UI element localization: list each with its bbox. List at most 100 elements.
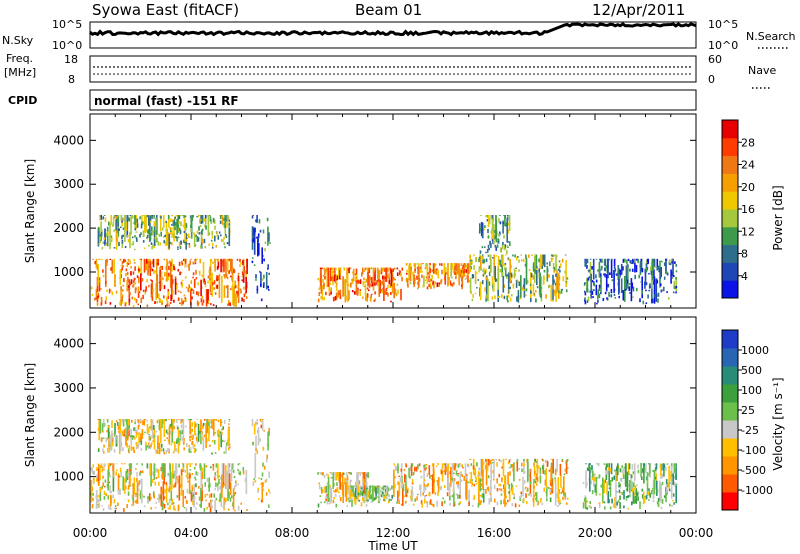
data-cell	[563, 473, 566, 476]
data-cell	[492, 462, 494, 464]
data-cell	[338, 472, 340, 480]
data-cell	[433, 281, 435, 283]
data-cell	[523, 458, 525, 462]
data-cell	[463, 263, 466, 265]
data-cell	[549, 492, 552, 495]
data-cell	[455, 269, 458, 272]
data-cell	[381, 283, 383, 286]
data-cell	[471, 298, 474, 302]
data-cell	[96, 478, 98, 482]
data-cell	[101, 466, 104, 470]
data-cell	[100, 288, 102, 290]
data-cell	[590, 480, 592, 485]
data-cell	[433, 479, 435, 483]
data-cell	[134, 437, 136, 440]
data-cell	[457, 473, 459, 475]
data-cell	[593, 472, 595, 487]
data-cell	[585, 470, 587, 489]
data-cell	[673, 275, 675, 277]
y-tick-label: 2000	[53, 425, 84, 439]
data-cell	[647, 294, 649, 299]
data-cell	[603, 479, 606, 494]
data-cell	[588, 463, 590, 472]
data-cell	[194, 467, 196, 470]
data-cell	[182, 436, 184, 442]
data-cell	[195, 277, 198, 280]
time-tick-label: 20:00	[578, 526, 613, 540]
data-cell	[626, 471, 629, 492]
frequency-dot	[245, 66, 247, 68]
nave-dot	[305, 73, 307, 75]
data-cell	[485, 268, 487, 273]
data-cell	[321, 267, 324, 269]
data-cell	[216, 279, 219, 281]
data-cell	[97, 505, 100, 509]
data-cell	[91, 467, 93, 473]
data-cell	[126, 472, 129, 476]
data-cell	[115, 290, 118, 294]
data-cell	[491, 277, 494, 288]
data-cell	[196, 230, 199, 234]
data-cell	[506, 295, 508, 301]
date-title: 12/Apr/2011	[592, 1, 685, 19]
data-cell	[491, 218, 494, 231]
data-cell	[262, 283, 265, 288]
data-cell	[188, 263, 190, 271]
data-cell	[641, 476, 643, 480]
data-cell	[604, 267, 606, 271]
data-cell	[222, 439, 224, 443]
data-cell	[414, 281, 417, 284]
nave-dot	[665, 73, 667, 75]
data-cell	[590, 469, 592, 473]
data-cell	[137, 483, 140, 487]
data-cell	[174, 276, 177, 280]
data-cell	[493, 224, 495, 245]
data-cell	[647, 491, 649, 495]
data-cell	[409, 281, 412, 285]
data-cell	[133, 258, 136, 261]
data-cell	[199, 225, 202, 228]
data-cell	[557, 477, 560, 503]
data-cell	[378, 487, 381, 502]
data-cell	[169, 424, 171, 427]
data-cell	[517, 256, 519, 258]
colorbar-segment	[722, 348, 738, 367]
data-cell	[242, 467, 245, 471]
data-cell	[656, 258, 659, 270]
data-cell	[171, 215, 174, 217]
frequency-dot	[373, 66, 375, 68]
data-cell	[129, 428, 131, 431]
nave-dot	[137, 73, 139, 75]
frequency-dot	[133, 66, 135, 68]
data-cell	[444, 272, 447, 285]
data-cell	[589, 290, 592, 293]
data-cell	[346, 272, 348, 277]
data-cell	[645, 463, 647, 474]
data-cell	[482, 262, 484, 264]
data-cell	[496, 487, 499, 492]
data-cell	[199, 218, 201, 224]
data-cell	[336, 275, 339, 280]
data-cell	[675, 291, 677, 294]
colorbar-frame	[721, 329, 739, 511]
data-cell	[349, 488, 352, 490]
frequency-dot	[493, 66, 495, 68]
data-cell	[257, 487, 259, 491]
data-cell	[251, 257, 254, 259]
data-cell	[620, 263, 623, 275]
data-cell	[535, 270, 538, 273]
data-cell	[429, 499, 432, 504]
data-cell	[99, 419, 102, 434]
data-cell	[455, 471, 458, 476]
data-cell	[521, 287, 524, 289]
data-cell	[210, 425, 212, 428]
data-cell	[461, 464, 463, 467]
data-cell	[427, 483, 430, 486]
data-cell	[662, 463, 665, 470]
data-cell	[642, 300, 645, 305]
data-cell	[653, 258, 655, 260]
data-cell	[358, 280, 361, 284]
data-cell	[469, 458, 471, 460]
data-cell	[583, 283, 586, 286]
data-cell	[160, 419, 163, 420]
